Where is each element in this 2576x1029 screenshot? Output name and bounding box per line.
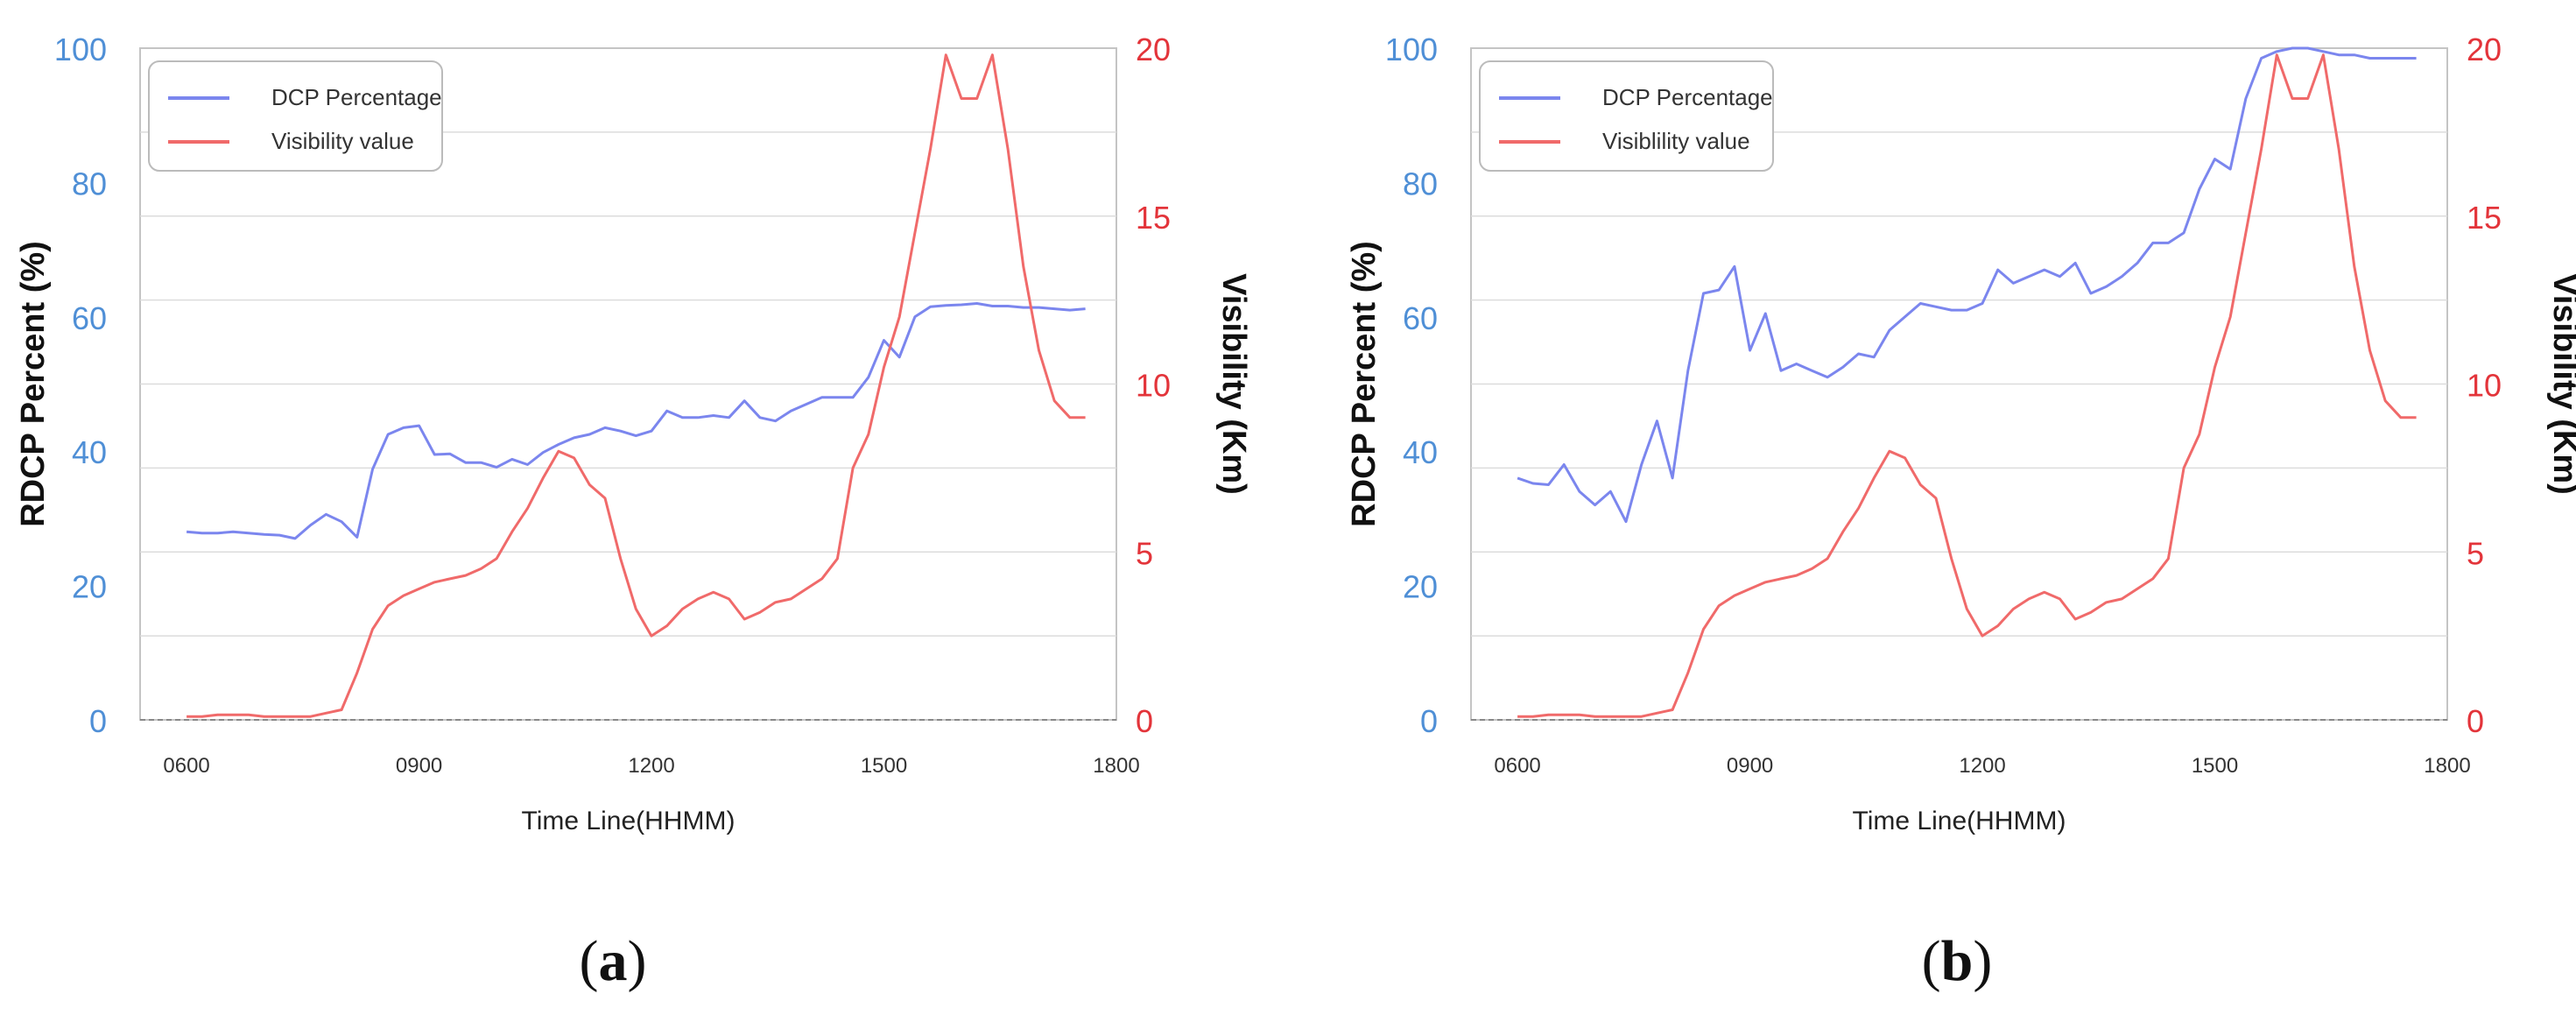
y-tick-label-left: 100 [54, 32, 107, 67]
x-tick-label: 0900 [1727, 754, 1773, 778]
y-tick-label-left: 100 [1385, 32, 1438, 67]
y-tick-label-left: 80 [1403, 166, 1438, 201]
x-tick-label: 1800 [2424, 754, 2470, 778]
panel-label-close: ) [627, 929, 647, 993]
y-axis-title-right: Visibility (Km) [1215, 273, 1252, 495]
x-tick-label: 1500 [861, 754, 907, 778]
x-tick-label: 0600 [1494, 754, 1540, 778]
panel-label-letter: a [598, 929, 628, 993]
y-tick-label-left: 40 [1403, 434, 1438, 470]
panel-label-b: (b) [1869, 928, 2045, 995]
legend-label-visibility: Visiblility value [1602, 128, 1750, 154]
y-tick-label-left: 20 [1403, 569, 1438, 605]
y-tick-label-right: 5 [1136, 535, 1153, 571]
y-tick-label-right: 10 [2467, 368, 2502, 404]
x-tick-label: 1200 [1959, 754, 2005, 778]
x-tick-label: 0900 [396, 754, 442, 778]
y-tick-label-left: 60 [1403, 300, 1438, 336]
y-tick-label-left: 40 [72, 434, 107, 470]
y-tick-label-right: 15 [1136, 200, 1171, 236]
panel-label-open: ( [1921, 929, 1941, 993]
y-axis-title-left: RDCP Percent (%) [15, 241, 52, 527]
y-axis-title-right: Visibility (Km) [2546, 273, 2576, 495]
x-tick-label: 1800 [1093, 754, 1139, 778]
series-line-dcp-percentage [1517, 46, 2417, 524]
x-tick-label: 1500 [2192, 754, 2238, 778]
x-axis-title: Time Line(HHMM) [522, 807, 735, 835]
y-axis-title-left: RDCP Percent (%) [1346, 241, 1383, 527]
y-tick-label-right: 0 [2467, 703, 2484, 739]
panel-label-a: (a) [525, 928, 700, 995]
y-tick-label-right: 20 [1136, 32, 1171, 67]
y-tick-label-right: 15 [2467, 200, 2502, 236]
y-tick-label-left: 20 [72, 569, 107, 605]
legend-box [1479, 60, 1774, 172]
y-tick-label-left: 60 [72, 300, 107, 336]
legend-box [148, 60, 443, 172]
y-tick-label-right: 0 [1136, 703, 1153, 739]
series-line-visibility [187, 53, 1086, 718]
y-tick-label-right: 20 [2467, 32, 2502, 67]
legend-label-dcp: DCP Percentage [271, 84, 442, 110]
panel-label-letter: b [1940, 929, 1974, 993]
x-tick-label: 0600 [163, 754, 209, 778]
series-line-visibility [1517, 53, 2417, 718]
y-tick-label-left: 0 [1420, 703, 1438, 739]
x-axis-title: Time Line(HHMM) [1853, 807, 2066, 835]
legend-label-visibility: Visibility value [271, 128, 414, 154]
y-tick-label-left: 80 [72, 166, 107, 201]
panel-label-open: ( [579, 929, 599, 993]
y-tick-label-right: 10 [1136, 368, 1171, 404]
series-line-dcp-percentage [186, 302, 1086, 540]
panel-label-close: ) [1973, 929, 1993, 993]
legend-label-dcp: DCP Percentage [1602, 84, 1773, 110]
x-tick-label: 1200 [628, 754, 674, 778]
y-tick-label-right: 5 [2467, 535, 2484, 571]
y-tick-label-left: 0 [89, 703, 107, 739]
